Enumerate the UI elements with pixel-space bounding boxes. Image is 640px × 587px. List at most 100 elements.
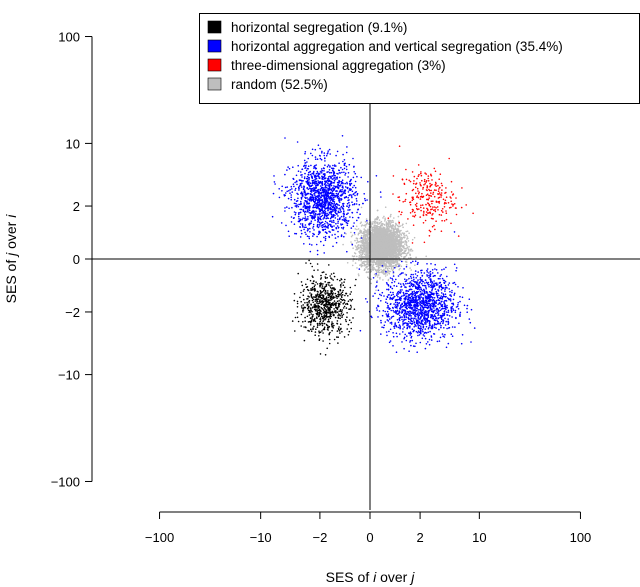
data-point <box>382 270 385 273</box>
data-point <box>325 315 327 317</box>
data-point <box>319 317 322 319</box>
data-point <box>316 312 319 314</box>
data-point <box>401 224 403 227</box>
data-point <box>349 286 352 289</box>
data-point <box>387 231 390 233</box>
data-point <box>309 231 311 233</box>
data-point <box>319 353 322 355</box>
data-point <box>326 328 329 331</box>
data-point <box>349 216 351 218</box>
data-point <box>344 294 346 297</box>
data-point <box>285 192 287 194</box>
data-point <box>320 290 322 293</box>
data-point <box>392 272 395 275</box>
data-point <box>346 312 348 314</box>
data-point <box>360 244 363 246</box>
data-point <box>383 252 386 254</box>
data-point <box>408 245 410 248</box>
data-point <box>309 250 312 253</box>
data-point <box>281 190 283 192</box>
data-point <box>328 333 331 336</box>
data-point <box>382 261 384 264</box>
data-point <box>361 262 364 265</box>
data-point <box>394 225 396 228</box>
data-point <box>295 202 297 205</box>
data-point <box>375 225 378 227</box>
data-point <box>311 289 314 291</box>
data-point <box>329 293 331 295</box>
data-point <box>304 162 306 164</box>
data-point <box>386 245 389 247</box>
data-point <box>378 266 381 269</box>
data-point <box>305 262 307 264</box>
data-point <box>341 314 344 317</box>
data-point <box>327 284 330 286</box>
data-point <box>336 330 339 332</box>
data-point <box>354 284 356 287</box>
data-point <box>304 216 307 218</box>
data-point <box>405 264 408 266</box>
data-point <box>312 327 314 329</box>
data-point <box>348 319 351 322</box>
data-point <box>347 196 350 199</box>
data-point <box>385 242 387 245</box>
data-point <box>374 232 377 235</box>
data-point <box>340 313 343 315</box>
data-point <box>314 331 317 333</box>
data-point <box>309 262 312 265</box>
data-point <box>391 241 393 243</box>
data-point <box>398 247 401 250</box>
data-point <box>332 292 334 294</box>
data-point <box>273 181 276 183</box>
data-point <box>315 307 317 309</box>
data-point <box>340 166 342 169</box>
series-3-points <box>342 206 428 292</box>
data-point <box>337 316 340 319</box>
data-point <box>383 239 386 241</box>
data-point <box>307 295 309 298</box>
data-point <box>325 309 328 312</box>
data-point <box>388 242 390 244</box>
data-point <box>391 238 394 240</box>
data-point <box>381 255 383 257</box>
data-point <box>319 320 322 323</box>
data-point <box>394 231 397 234</box>
data-point <box>353 171 356 173</box>
data-point <box>325 313 328 315</box>
data-point <box>308 235 310 238</box>
data-point <box>333 338 336 341</box>
data-point <box>300 171 302 173</box>
data-point <box>400 255 403 258</box>
data-point <box>351 243 354 246</box>
data-point <box>309 279 312 282</box>
data-point <box>350 241 352 243</box>
data-point <box>381 259 384 261</box>
data-point <box>317 144 320 146</box>
data-point <box>393 238 395 241</box>
data-point <box>333 308 335 310</box>
data-point <box>384 275 387 277</box>
data-point <box>388 225 391 228</box>
data-point <box>382 279 384 281</box>
data-point <box>322 340 324 342</box>
data-point <box>332 327 335 329</box>
data-point <box>309 317 312 319</box>
data-point <box>391 269 394 272</box>
data-point <box>396 245 398 247</box>
data-point <box>338 330 341 332</box>
data-point <box>390 243 393 245</box>
data-point <box>364 256 367 259</box>
data-point <box>321 150 323 153</box>
data-point <box>413 236 416 239</box>
data-point <box>339 289 342 292</box>
data-point <box>315 296 317 298</box>
data-point <box>330 273 333 275</box>
data-point <box>378 232 381 235</box>
data-point <box>313 280 315 282</box>
data-point <box>329 285 331 287</box>
data-point <box>363 253 366 256</box>
data-point <box>298 189 300 191</box>
data-point <box>362 245 365 247</box>
data-point <box>301 284 304 287</box>
data-point <box>380 229 383 231</box>
